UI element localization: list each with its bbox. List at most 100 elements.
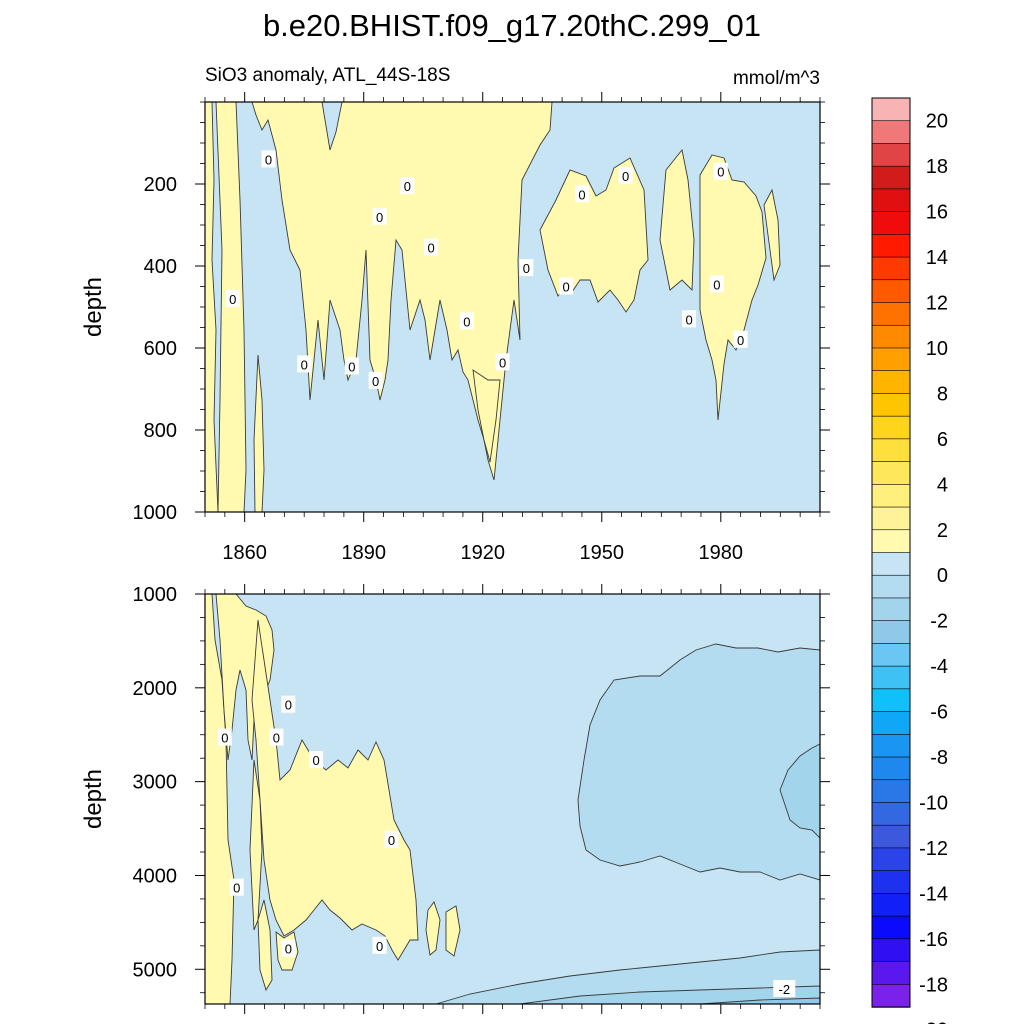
- top-y-tick-label: 400: [144, 256, 177, 278]
- colorbar-label: 0: [937, 565, 948, 587]
- colorbar: 20181614121086420-2-4-6-8-10-12-14-16-18…: [871, 97, 948, 1024]
- bottom-plot-frame: [204, 593, 821, 1005]
- colorbar-swatch: [871, 461, 911, 486]
- colorbar-label: -6: [930, 702, 948, 724]
- colorbar-swatch: [871, 552, 911, 576]
- colorbar-label: 16: [926, 202, 948, 224]
- colorbar-swatch: [871, 733, 911, 758]
- top-y-tick-label: 200: [144, 174, 177, 196]
- colorbar-swatch: [871, 529, 911, 554]
- bottom-contour-label: 0: [221, 731, 228, 746]
- bottom-panel: 1000 2000 3000 4000 5000 0 0 0 0 0 0 0 0 -2 depth: [80, 584, 830, 1014]
- top-y-tick-label: 1000: [133, 502, 178, 524]
- colorbar-swatch: [871, 188, 911, 213]
- bottom-contour-label-box: [773, 979, 796, 997]
- colorbar-label: -18: [919, 974, 948, 996]
- colorbar-swatch: [871, 620, 911, 645]
- top-contour-label-box: [297, 355, 312, 373]
- colorbar-label: -4: [930, 656, 948, 678]
- top-contour-label-box: [733, 330, 748, 348]
- top-y-tick-label: 800: [144, 420, 177, 442]
- top-contour-label-box: [519, 259, 534, 277]
- colorbar-label: -16: [919, 929, 948, 951]
- colorbar-swatch: [871, 506, 911, 531]
- colorbar-swatch: [871, 484, 911, 508]
- bottom-negative-4-region-abyssal: [699, 997, 820, 1004]
- top-axis-ticks: 1860 1890 1920 1950 1980 200 400 600 800 1000: [133, 92, 830, 564]
- bottom-positive-region-blob-a: [257, 899, 273, 992]
- bottom-contour-label: 0: [273, 731, 280, 746]
- bottom-contour-label-box: [269, 728, 284, 746]
- top-contour-label: 0: [301, 357, 308, 372]
- bottom-y-tick-label: 1000: [133, 584, 178, 606]
- page-title: b.e20.BHIST.f09_g17.20thC.299_01: [263, 8, 761, 43]
- bottom-positive-region-blob-d: [445, 905, 461, 957]
- bottom-negative-2-region-deep: [577, 643, 820, 881]
- colorbar-swatch: [871, 802, 911, 826]
- bottom-contour-label: 0: [285, 698, 292, 713]
- bottom-contour-label: 0: [285, 942, 292, 957]
- colorbar-swatch: [871, 165, 911, 190]
- top-contour-label-box: [424, 238, 439, 256]
- colorbar-swatch: [871, 847, 911, 872]
- colorbar-swatch: [871, 574, 911, 599]
- colorbar-swatch: [871, 824, 911, 849]
- bottom-contour-label-box: [217, 728, 232, 746]
- top-contour-label-box: [368, 371, 383, 389]
- colorbar-swatch: [871, 347, 911, 372]
- bottom-contour-label-box: [372, 936, 387, 954]
- colorbar-swatch: [871, 597, 911, 622]
- top-contour-label: 0: [562, 280, 569, 295]
- colorbar-swatch: [871, 211, 911, 236]
- top-panel-subtitle: SiO3 anomaly, ATL_44S-18S: [205, 65, 450, 86]
- bottom-y-tick-label: 5000: [133, 959, 178, 981]
- colorbar-swatch: [871, 643, 911, 667]
- colorbar-label: 20: [926, 111, 948, 133]
- top-positive-region-right: [763, 188, 781, 282]
- top-contour-label: 0: [622, 169, 629, 184]
- colorbar-frame: [871, 97, 911, 1008]
- bottom-positive-region-blob-c: [425, 901, 441, 956]
- top-contour-label: 0: [578, 187, 585, 202]
- top-positive-region-main-tail: [472, 369, 501, 463]
- colorbar-swatch: [871, 256, 911, 281]
- top-positive-region-west2: [215, 102, 247, 512]
- top-y-tick-label: 600: [144, 338, 177, 360]
- bottom-contour-label: 0: [388, 833, 395, 848]
- top-contour-label-box: [574, 185, 589, 203]
- colorbar-swatch: [871, 756, 911, 781]
- top-contour-label: 0: [376, 210, 383, 225]
- colorbar-swatch: [871, 438, 911, 463]
- colorbar-swatch: [871, 665, 911, 690]
- bottom-contour-field: [205, 594, 820, 1004]
- top-contour-label-box: [682, 310, 697, 328]
- top-positive-region-sliver: [253, 354, 265, 512]
- top-contour-labels: 0 0 0 0 0 0 0 0 0 0 0 0 0 0 0 0 0 0: [225, 150, 748, 389]
- colorbar-label: 6: [937, 429, 948, 451]
- bottom-axis-ticks: 1000 2000 3000 4000 5000: [133, 584, 830, 1014]
- top-x-tick-label: 1950: [580, 542, 625, 564]
- colorbar-swatch: [871, 711, 911, 736]
- bottom-contour-label-box: [229, 878, 244, 896]
- top-contour-label-box: [618, 166, 633, 184]
- colorbar-label: -20: [919, 1020, 948, 1024]
- colorbar-swatch: [871, 688, 911, 713]
- colorbar-swatch: [871, 415, 911, 440]
- bottom-contour-label: -2: [779, 982, 791, 997]
- colorbar-label: 10: [926, 338, 948, 360]
- top-contour-label-box: [261, 150, 276, 168]
- bottom-contour-label: 0: [233, 881, 240, 896]
- top-contour-label: 0: [713, 277, 720, 292]
- top-contour-label-box: [372, 207, 387, 225]
- top-contour-label-box: [400, 177, 415, 195]
- bottom-y-tick-label: 3000: [133, 772, 178, 794]
- bottom-y-axis-label: depth: [80, 769, 107, 829]
- colorbar-swatch: [871, 779, 911, 804]
- colorbar-label: 18: [926, 156, 948, 178]
- top-contour-label-box: [225, 289, 240, 307]
- colorbar-label: 14: [926, 247, 948, 269]
- top-contour-label-box: [559, 277, 574, 295]
- top-contour-label: 0: [463, 314, 470, 329]
- colorbar-swatch: [871, 915, 911, 940]
